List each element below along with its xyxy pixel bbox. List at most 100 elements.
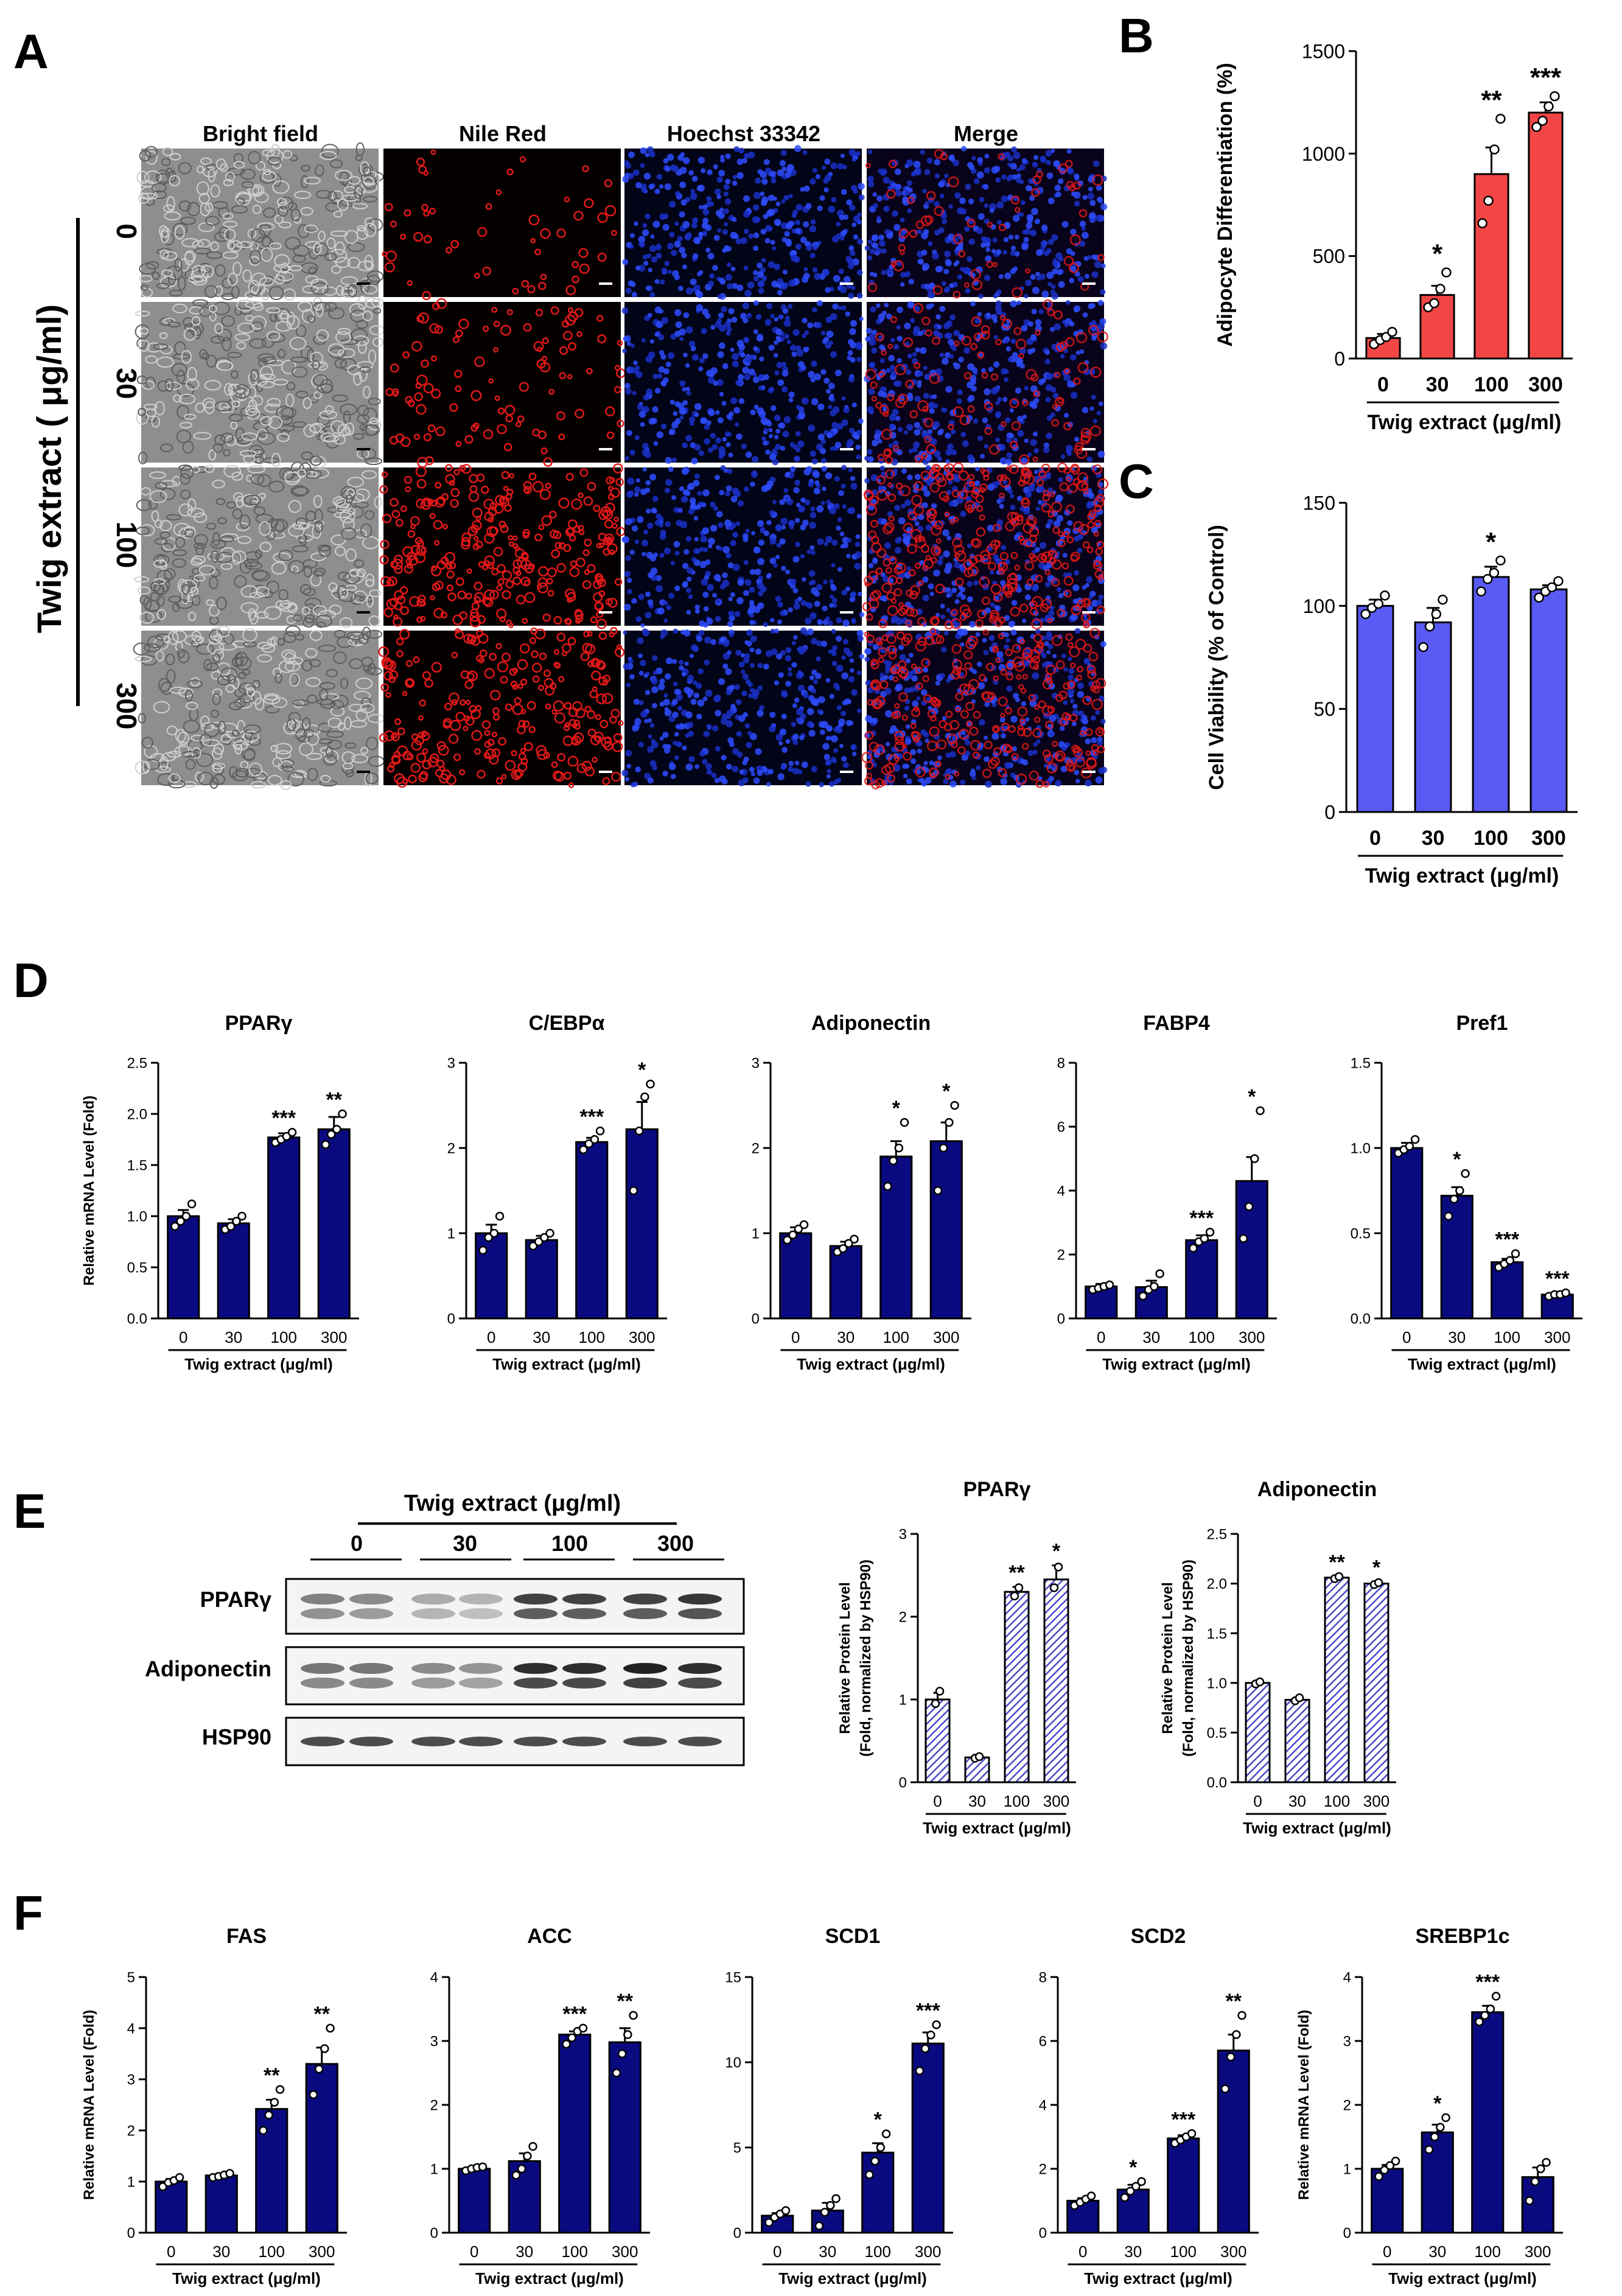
nucleus (996, 201, 1004, 209)
nucleus (982, 417, 988, 424)
nucleus (1010, 250, 1016, 256)
nucleus (671, 421, 679, 429)
lipid-droplet (953, 234, 963, 245)
cell-outline (362, 175, 377, 190)
panel-label-a: A (13, 24, 49, 79)
nucleus (665, 521, 671, 527)
nucleus (957, 207, 964, 215)
nucleus (942, 357, 949, 365)
nucleus (713, 380, 719, 387)
nucleus (883, 177, 890, 184)
nucleus (765, 483, 772, 491)
nucleus (665, 457, 672, 464)
cell-outline (144, 170, 162, 184)
nucleus (674, 240, 681, 248)
nucleus (740, 237, 747, 244)
nucleus (914, 474, 921, 480)
nucleus (666, 604, 671, 611)
nucleus (927, 293, 932, 298)
nucleus (892, 210, 898, 217)
nucleus (743, 657, 750, 663)
nucleus (840, 544, 845, 549)
lipid-droplet (604, 205, 617, 217)
nucleus (1100, 289, 1106, 295)
nucleus (1009, 408, 1014, 413)
nucleus (869, 361, 876, 368)
lipid-droplet (1078, 209, 1088, 218)
nucleus (900, 271, 906, 278)
cell-outline (287, 201, 298, 211)
nucleus (783, 488, 789, 493)
nucleus (635, 265, 640, 271)
cell-outline (187, 201, 200, 217)
nucleus (897, 536, 902, 541)
nucleus (627, 589, 632, 595)
nucleus (1007, 155, 1014, 162)
nucleus (835, 685, 841, 691)
nucleus (868, 388, 875, 395)
nucleus (758, 575, 764, 581)
nucleus (702, 217, 709, 224)
nucleus (901, 503, 906, 509)
cell-outline (145, 150, 158, 165)
nucleus (820, 640, 828, 647)
nucleus (996, 289, 1002, 295)
nucleus (687, 693, 692, 698)
nucleus (667, 269, 672, 275)
nucleus (795, 447, 801, 453)
nucleus (646, 551, 654, 559)
nucleus (781, 747, 788, 753)
nucleus (836, 727, 843, 734)
cell-outline (166, 196, 175, 211)
nucleus (673, 541, 680, 548)
nucleus (1024, 438, 1029, 443)
nucleus (1036, 276, 1041, 281)
nucleus (944, 250, 951, 257)
nucleus (952, 159, 959, 166)
nucleus (893, 380, 899, 387)
nucleus (802, 150, 808, 155)
nucleus (820, 500, 825, 505)
nucleus (884, 303, 889, 308)
cell-outline (324, 253, 337, 261)
nucleus (968, 198, 974, 205)
lipid-droplet (865, 163, 871, 169)
nucleus (649, 474, 657, 481)
nucleus (635, 181, 642, 189)
cell-outline (206, 251, 223, 259)
nucleus (1011, 600, 1018, 606)
nucleus (663, 618, 668, 623)
nucleus (837, 517, 842, 522)
nucleus (642, 467, 647, 472)
nucleus (893, 344, 900, 350)
nucleus (679, 486, 684, 491)
nucleus (1074, 305, 1081, 312)
nucleus (887, 390, 895, 397)
nucleus (638, 670, 644, 676)
nucleus (691, 557, 697, 562)
nucleus (732, 282, 738, 289)
nucleus (825, 677, 831, 683)
nucleus (651, 677, 658, 685)
nucleus (798, 406, 804, 412)
nucleus (848, 245, 855, 251)
nucleus (829, 579, 834, 584)
nucleus (816, 584, 823, 591)
nucleus (718, 522, 724, 528)
nucleus (1026, 222, 1033, 229)
nucleus (1008, 174, 1013, 179)
nucleus (633, 360, 638, 365)
nucleus (940, 603, 945, 609)
nucleus (845, 719, 853, 726)
nucleus (802, 577, 806, 582)
nucleus (674, 585, 680, 592)
nucleus (717, 294, 722, 299)
nucleus (778, 741, 783, 746)
nucleus (706, 769, 712, 775)
nucleus (684, 661, 689, 666)
nucleus (682, 221, 690, 229)
nucleus (773, 352, 778, 358)
nucleus (626, 430, 632, 436)
cell-outline (176, 430, 192, 443)
nucleus (774, 680, 779, 685)
